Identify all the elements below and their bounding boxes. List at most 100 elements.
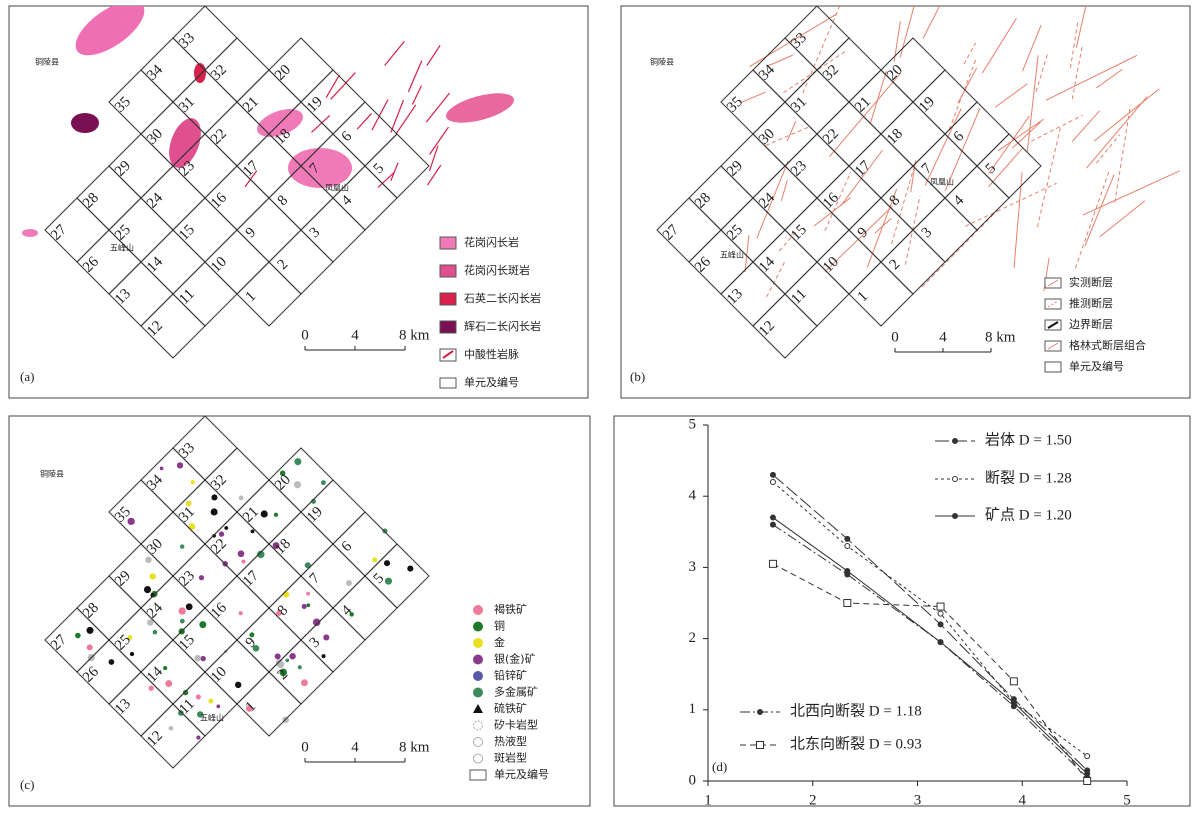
unit-number: 11 (176, 286, 198, 308)
fault (741, 92, 766, 102)
legend-label: 北东向断裂 D = 0.93 (790, 735, 922, 752)
unit-number: 27 (48, 631, 70, 653)
unit-number: 21 (240, 94, 262, 116)
legend-label: 边界断层 (1069, 317, 1113, 331)
legend-marker (953, 514, 958, 519)
unit-number: 18 (272, 536, 294, 558)
fault (1083, 171, 1180, 215)
legend-label: 单元及编号 (1069, 359, 1124, 373)
legend-swatch (440, 265, 456, 277)
dike (357, 113, 371, 129)
legend-label: 斑岩型 (494, 751, 527, 765)
deposit (163, 666, 167, 670)
deposit (75, 633, 81, 639)
unit-number: 18 (884, 126, 906, 148)
fault (1085, 175, 1114, 246)
unit-number: 26 (692, 253, 714, 275)
point (938, 611, 943, 616)
deposit (179, 607, 186, 614)
deposit (153, 630, 158, 635)
deposit (86, 627, 93, 634)
deposit (219, 531, 224, 536)
rock-body (288, 148, 352, 188)
scale-label: 0 (301, 327, 309, 343)
deposit (239, 611, 243, 615)
deposit (87, 644, 93, 650)
deposit (372, 557, 377, 562)
unit-number: 35 (724, 94, 746, 116)
deposit (224, 526, 228, 530)
fault (995, 84, 1027, 108)
unit-number: 11 (788, 286, 810, 308)
fault (781, 180, 787, 201)
legend-swatch (440, 378, 456, 388)
deposit (321, 480, 326, 485)
deposit (249, 632, 254, 637)
fault (1013, 122, 1041, 148)
deposit (239, 496, 244, 501)
point (845, 572, 850, 577)
rock-body (22, 229, 38, 237)
dike (312, 115, 330, 132)
deposit (294, 481, 301, 488)
unit-number: 33 (788, 30, 810, 52)
unit-number: 16 (208, 189, 230, 211)
unit-number: 23 (788, 158, 810, 180)
fault (1075, 172, 1108, 268)
point (770, 472, 775, 477)
legend-label: 银(金)矿 (494, 652, 536, 666)
legend-label: 热液型 (494, 734, 527, 748)
unit-number: 35 (112, 94, 134, 116)
fault (900, 0, 924, 58)
legend-label: 花岗闪长岩 (464, 235, 519, 249)
point (770, 515, 775, 520)
legend-symbol (473, 605, 483, 615)
deposit (241, 560, 245, 564)
legend-label: 铜 (494, 619, 505, 633)
legend-label: 褐铁矿 (494, 602, 527, 616)
fault (1094, 89, 1159, 141)
deposit (251, 529, 255, 533)
legend-label: 矿点 D = 1.20 (985, 506, 1072, 523)
point (770, 522, 775, 527)
place-name: 铜陵县 (35, 57, 59, 67)
unit-number: 19 (304, 94, 326, 116)
deposit (199, 575, 204, 580)
unit-number: 22 (208, 126, 230, 148)
unit-number: 25 (112, 222, 134, 244)
deposit (382, 528, 387, 533)
x-tick-label: 5 (1123, 792, 1131, 808)
legend-swatch (440, 237, 456, 249)
unit-number: 29 (112, 568, 134, 590)
x-tick-label: 1 (704, 792, 712, 808)
panel-label: (a) (20, 369, 34, 384)
unit-number: 34 (144, 61, 166, 83)
unit-number: 12 (756, 318, 778, 340)
legend-marker (953, 439, 958, 444)
scale-label: 8 km (985, 329, 1016, 345)
unit-number: 26 (80, 253, 102, 275)
legend-marker (758, 710, 763, 715)
deposit (180, 544, 184, 548)
legend-symbol (473, 622, 483, 632)
deposit (191, 480, 195, 484)
unit-number: 32 (208, 472, 230, 494)
unit-number: 26 (80, 663, 102, 685)
dike (408, 61, 421, 92)
legend-label: 推测断层 (1069, 296, 1113, 310)
deposit (275, 653, 281, 659)
deposit (289, 653, 295, 659)
x-tick-label: 3 (914, 792, 922, 808)
figure: 1234567891011121314151617181920212223242… (0, 0, 1193, 814)
point (845, 544, 850, 549)
panel-label: (b) (630, 369, 645, 384)
fault (1086, 96, 1147, 168)
legend-symbol (473, 688, 483, 698)
unit-number: 13 (112, 696, 134, 718)
fault (1100, 201, 1145, 237)
unit-number: 15 (176, 632, 198, 654)
deposit (211, 494, 217, 500)
dike (331, 73, 356, 100)
legend-swatch (470, 770, 486, 780)
dike (396, 105, 416, 134)
